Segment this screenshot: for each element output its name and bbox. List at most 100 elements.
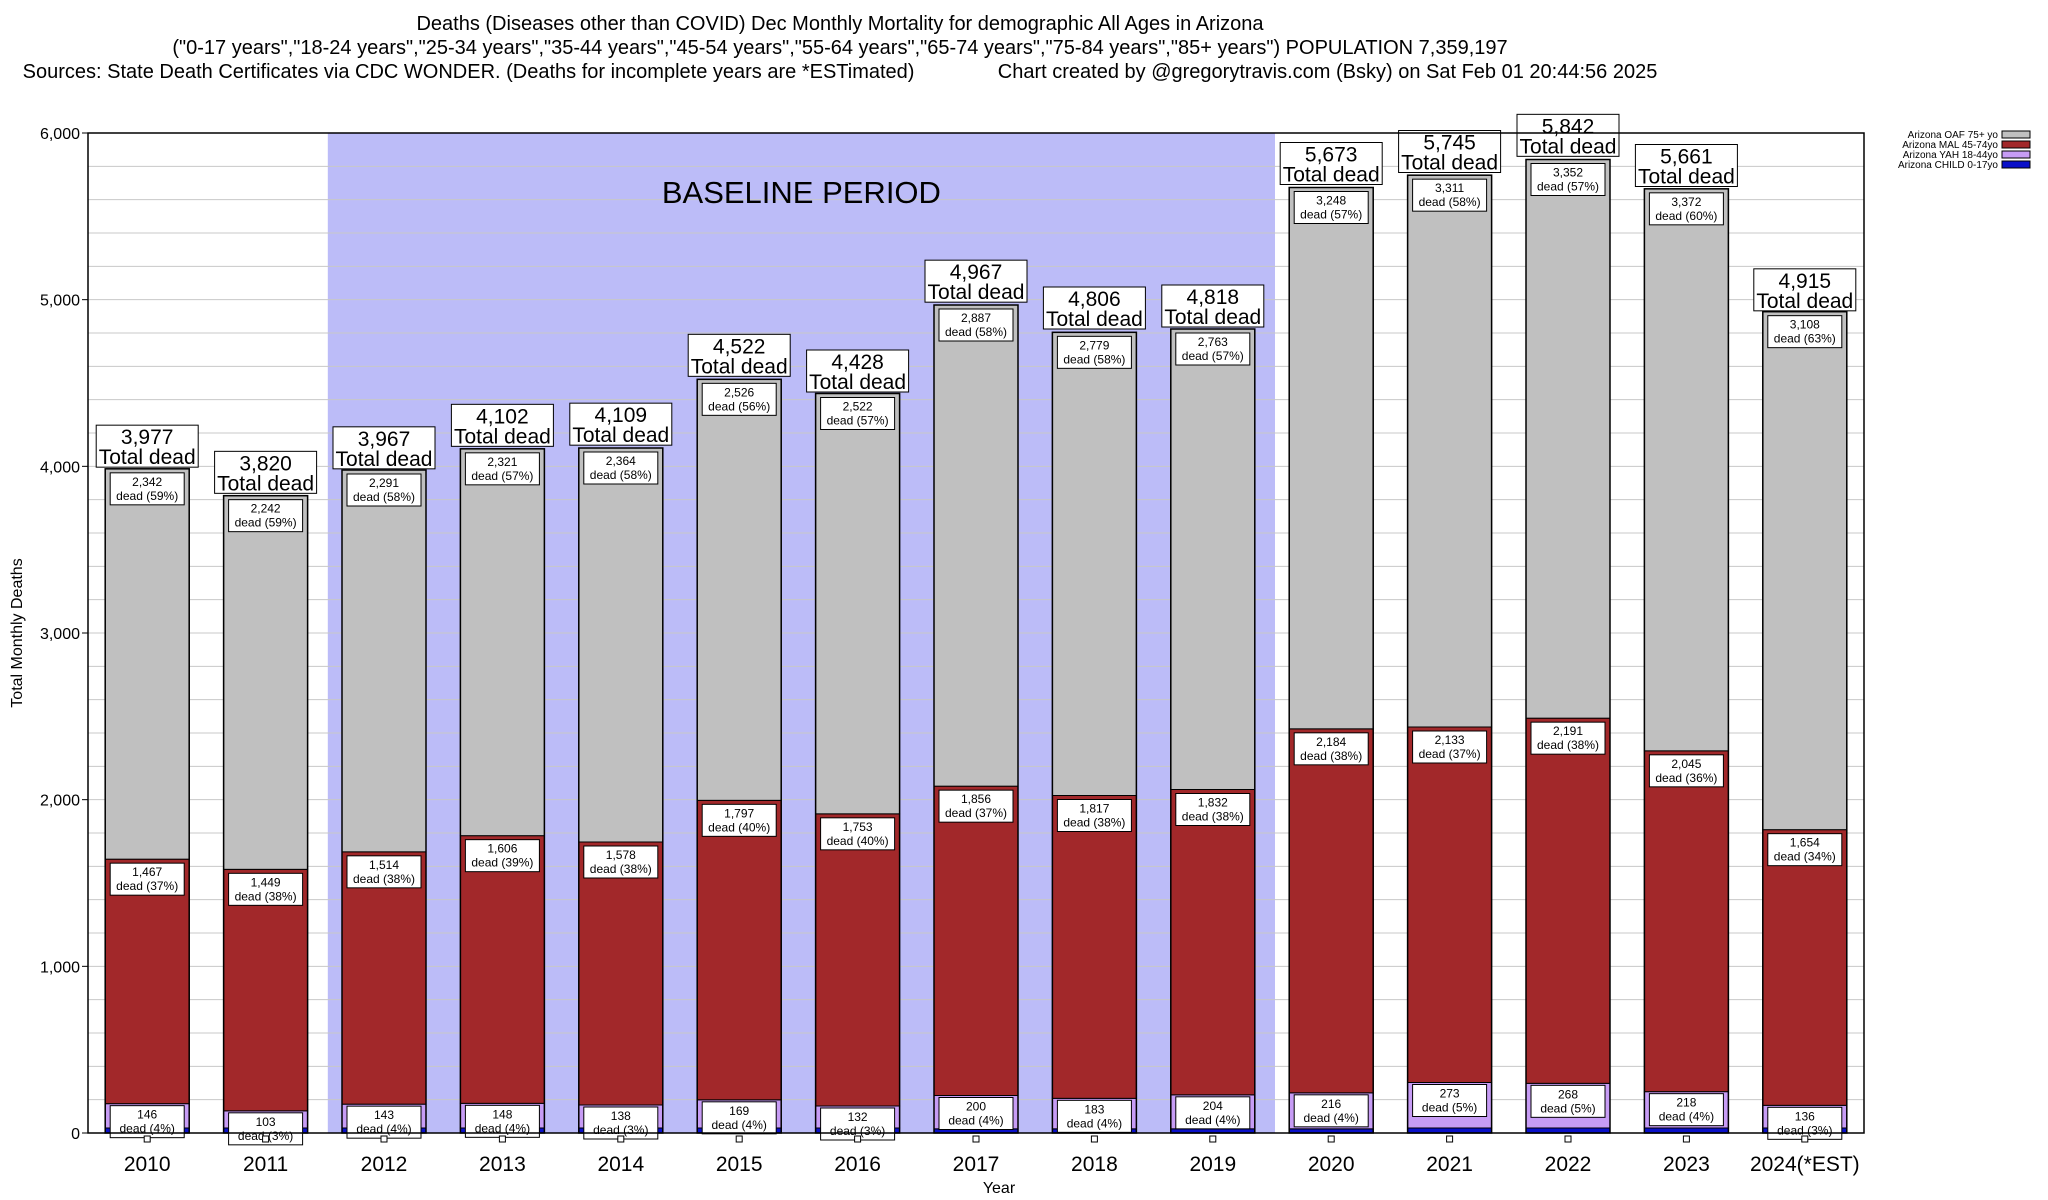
segment-label-box	[1648, 1093, 1724, 1127]
y-tick-label: 1,000	[40, 959, 80, 976]
segment-value-label: 268	[1558, 1087, 1578, 1101]
chart-source-credit: Sources: State Death Certificates via CD…	[22, 61, 1658, 83]
segment-value-label: 1,578	[606, 848, 636, 862]
segment-percent-label: dead (3%)	[1777, 1123, 1832, 1137]
total-label-box	[1161, 284, 1265, 328]
segment-value-label: 2,526	[724, 385, 754, 399]
segment-percent-label: dead (4%)	[356, 1122, 411, 1136]
bar-segment-oaf	[341, 469, 427, 853]
segment-percent-label: dead (58%)	[945, 325, 1007, 339]
segment-label-box	[701, 1101, 777, 1135]
bar-segment-oaf	[1525, 159, 1611, 719]
x-tick-label: 2015	[716, 1153, 763, 1176]
child-marker	[854, 1135, 862, 1143]
total-label-box	[1279, 142, 1383, 185]
bar-segment-mal	[1407, 726, 1493, 1083]
total-suffix-label: Total dead	[691, 355, 788, 378]
segment-percent-label: dead (4%)	[1659, 1110, 1714, 1124]
segment-label-box	[938, 1097, 1014, 1130]
segment-percent-label: dead (57%)	[1300, 208, 1362, 222]
x-tick-label: 2019	[1189, 1153, 1236, 1176]
segment-value-label: 273	[1440, 1087, 1460, 1101]
total-label-box	[687, 333, 791, 377]
total-suffix-label: Total dead	[336, 448, 433, 471]
segment-label-box	[1412, 1084, 1488, 1117]
x-tick-label: 2010	[124, 1153, 171, 1176]
bar-segment-oaf	[459, 448, 545, 837]
bar-segment-oaf	[1762, 311, 1848, 831]
total-value-label: 5,673	[1305, 144, 1358, 167]
segment-label-box	[346, 473, 422, 507]
segment-value-label: 218	[1676, 1096, 1696, 1110]
segment-value-label: 1,817	[1079, 802, 1109, 816]
segment-label-box	[1293, 732, 1369, 766]
total-suffix-label: Total dead	[928, 281, 1025, 304]
total-label-box	[569, 402, 673, 446]
segment-percent-label: dead (38%)	[1182, 810, 1244, 824]
bar-segment-oaf	[223, 495, 309, 870]
segment-label-box	[1530, 721, 1606, 755]
child-marker	[972, 1135, 980, 1143]
bar-segment-mal	[1170, 789, 1256, 1096]
total-suffix-label: Total dead	[1283, 164, 1380, 187]
bar-segment-mal	[1051, 795, 1137, 1099]
segment-percent-label: dead (37%)	[1419, 747, 1481, 761]
segment-percent-label: dead (4%)	[712, 1118, 767, 1132]
segment-value-label: 2,763	[1198, 335, 1228, 349]
segment-percent-label: dead (36%)	[1655, 771, 1717, 785]
x-tick-label: 2012	[361, 1153, 408, 1176]
segment-percent-label: dead (5%)	[1540, 1101, 1595, 1115]
total-value-label: 4,102	[476, 405, 529, 428]
bar-segment-mal	[1643, 750, 1729, 1093]
x-tick-label: 2023	[1663, 1153, 1710, 1176]
segment-label-box	[1175, 1096, 1251, 1130]
segment-value-label: 143	[374, 1108, 394, 1122]
total-suffix-label: Total dead	[1520, 135, 1617, 158]
y-tick-label: 2,000	[40, 793, 80, 810]
segment-percent-label: dead (39%)	[471, 856, 533, 870]
child-marker	[735, 1135, 743, 1143]
segment-percent-label: dead (38%)	[590, 862, 652, 876]
segment-label-box	[1530, 1084, 1606, 1118]
bar-segment-mal	[578, 841, 664, 1106]
segment-percent-label: dead (3%)	[593, 1123, 648, 1137]
segment-value-label: 138	[611, 1109, 631, 1123]
child-marker	[1801, 1135, 1809, 1143]
x-tick-label: 2024(*EST)	[1750, 1153, 1860, 1176]
segment-label-box	[1293, 191, 1369, 224]
segment-label-box	[1767, 315, 1843, 349]
segment-label-box	[701, 382, 777, 416]
bar-segment-mal	[341, 851, 427, 1105]
child-marker	[1682, 1135, 1690, 1143]
total-label-box	[95, 424, 199, 468]
baseline-period-label: BASELINE PERIOD	[662, 175, 941, 210]
segment-value-label: 1,856	[961, 792, 991, 806]
segment-percent-label: dead (59%)	[235, 516, 297, 530]
segment-value-label: 148	[492, 1107, 512, 1121]
bar-segment-oaf	[933, 304, 1019, 787]
legend-label: Arizona YAH 18-44yo	[1903, 150, 1999, 161]
segment-percent-label: dead (37%)	[116, 879, 178, 893]
chart-subtitle-age-groups: ("0-17 years","18-24 years","25-34 years…	[172, 37, 1508, 59]
segment-value-label: 216	[1321, 1097, 1341, 1111]
segment-label-box	[583, 451, 659, 485]
total-value-label: 3,967	[358, 428, 411, 451]
segment-percent-label: dead (63%)	[1774, 332, 1836, 346]
total-label-box	[806, 349, 910, 393]
segment-label-box	[938, 789, 1014, 823]
y-tick-label: 6,000	[40, 126, 80, 143]
x-tick-label: 2022	[1545, 1153, 1592, 1176]
segment-percent-label: dead (58%)	[590, 468, 652, 482]
segment-value-label: 169	[729, 1104, 749, 1118]
segment-label-box	[1056, 1099, 1132, 1133]
y-tick-label: 5,000	[40, 293, 80, 310]
total-value-label: 4,967	[950, 261, 1003, 284]
segment-value-label: 2,364	[606, 454, 636, 468]
total-suffix-label: Total dead	[217, 472, 314, 495]
segment-label-box	[701, 803, 777, 837]
segment-label-box	[820, 817, 896, 851]
segment-percent-label: dead (37%)	[945, 806, 1007, 820]
segment-percent-label: dead (57%)	[1182, 349, 1244, 363]
legend-swatch-mal	[2001, 140, 2031, 149]
